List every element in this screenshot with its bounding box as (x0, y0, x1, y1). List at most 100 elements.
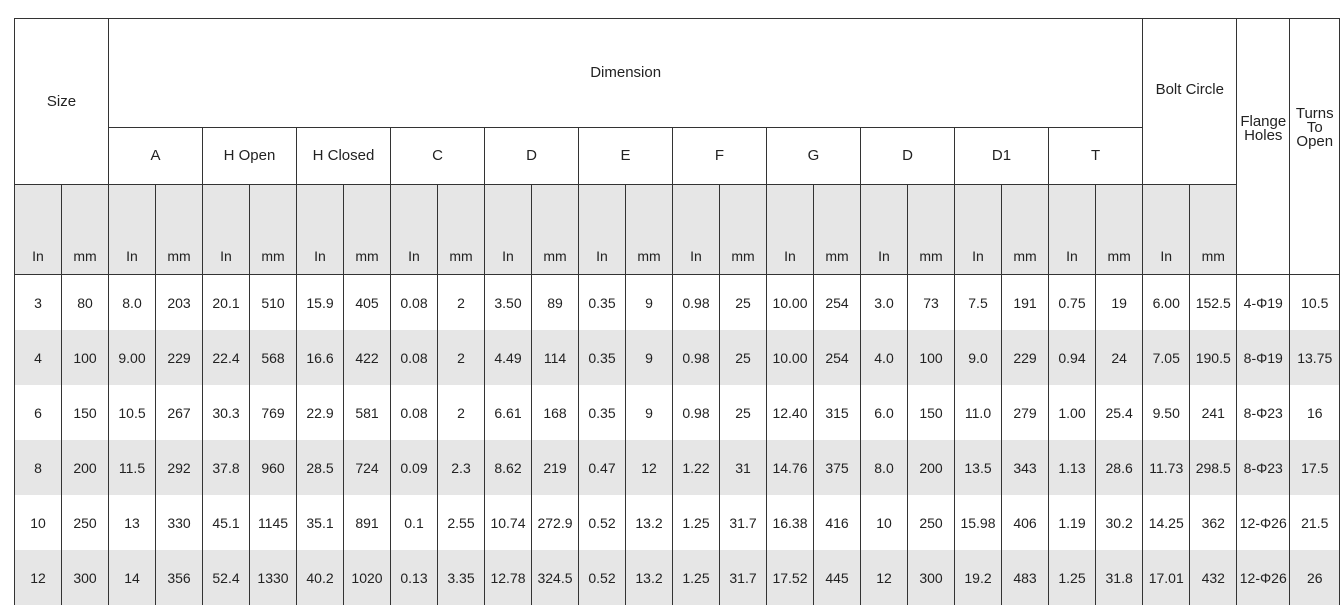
cell: 1.22 (672, 440, 720, 495)
cell: 114 (531, 330, 579, 385)
table-row: 3 80 8.0 203 20.1 510 15.9 405 0.08 2 3.50 89 0.35 9 0… (14, 274, 1341, 330)
cell: 12.40 (766, 385, 814, 440)
cell: 14.76 (766, 440, 814, 495)
flange-holes-header: Flange Holes (1236, 18, 1291, 275)
cell: 1.25 (672, 550, 720, 605)
cell: 8.62 (484, 440, 532, 495)
cell: 1.00 (1048, 385, 1096, 440)
cell: 7.05 (1142, 330, 1191, 385)
cell: 2 (437, 330, 485, 385)
cell: 3 (14, 274, 62, 330)
unit-in: In (14, 184, 62, 275)
cell: 20.1 (202, 274, 250, 330)
cell: 2.3 (437, 440, 485, 495)
cell: 330 (155, 495, 203, 550)
cell: 80 (61, 274, 109, 330)
cell: 432 (1189, 550, 1238, 605)
dim-header: H Open (202, 126, 297, 186)
cell: 0.13 (390, 550, 438, 605)
table-row: 8 200 11.5 292 37.8 960 28.5 724 0.09 2.3 8.62 219 0… (14, 440, 1341, 495)
cell: 10.00 (766, 274, 814, 330)
dim-header: D (860, 126, 955, 186)
size-header: Size (14, 18, 109, 185)
cell: 25 (719, 274, 767, 330)
unit-mm: mm (155, 184, 203, 275)
cell: 483 (1001, 550, 1049, 605)
cell: 6.0 (860, 385, 908, 440)
cell: 8-Φ23 (1236, 385, 1291, 440)
cell: 267 (155, 385, 203, 440)
cell: 12-Φ26 (1236, 550, 1291, 605)
bolt-circle-header: Bolt Circle (1142, 18, 1238, 185)
cell: 10.00 (766, 330, 814, 385)
cell: 510 (249, 274, 297, 330)
cell: 31.7 (719, 550, 767, 605)
cell: 200 (907, 440, 955, 495)
cell: 200 (61, 440, 109, 495)
cell: 229 (155, 330, 203, 385)
unit-in: In (1142, 184, 1191, 275)
cell: 12-Φ26 (1236, 495, 1291, 550)
cell: 0.94 (1048, 330, 1096, 385)
cell: 1.25 (672, 495, 720, 550)
cell: 11.73 (1142, 440, 1191, 495)
cell: 22.9 (296, 385, 344, 440)
dim-header: G (766, 126, 861, 186)
cell: 25 (719, 385, 767, 440)
cell: 250 (61, 495, 109, 550)
cell: 416 (813, 495, 861, 550)
cell: 4 (14, 330, 62, 385)
cell: 12 (625, 440, 673, 495)
cell: 12 (860, 550, 908, 605)
cell: 300 (907, 550, 955, 605)
table-row: 6 150 10.5 267 30.3 769 22.9 581 0.08 2 6.61 168 0.3… (14, 385, 1341, 440)
dim-header: A (108, 126, 203, 186)
cell: 13.2 (625, 550, 673, 605)
cell: 12.78 (484, 550, 532, 605)
cell: 4.0 (860, 330, 908, 385)
cell: 960 (249, 440, 297, 495)
cell: 229 (1001, 330, 1049, 385)
cell: 0.98 (672, 274, 720, 330)
cell: 8.0 (860, 440, 908, 495)
cell: 891 (343, 495, 391, 550)
unit-in: In (390, 184, 438, 275)
cell: 16.38 (766, 495, 814, 550)
dimension-header: Dimension (107, 18, 1144, 128)
cell: 0.09 (390, 440, 438, 495)
page: Size Dimension Bolt Circle Flange Holes … (14, 18, 1341, 605)
unit-mm: mm (249, 184, 297, 275)
cell: 17.5 (1289, 440, 1341, 495)
unit-in: In (860, 184, 908, 275)
cell: 73 (907, 274, 955, 330)
cell: 279 (1001, 385, 1049, 440)
cell: 191 (1001, 274, 1049, 330)
cell: 9.50 (1142, 385, 1191, 440)
unit-in: In (766, 184, 814, 275)
cell: 45.1 (202, 495, 250, 550)
cell: 37.8 (202, 440, 250, 495)
cell: 13.2 (625, 495, 673, 550)
cell: 3.35 (437, 550, 485, 605)
cell: 13.75 (1289, 330, 1341, 385)
cell: 375 (813, 440, 861, 495)
cell: 6 (14, 385, 62, 440)
unit-in: In (578, 184, 626, 275)
cell: 2 (437, 385, 485, 440)
cell: 406 (1001, 495, 1049, 550)
dim-header: E (578, 126, 673, 186)
cell: 300 (61, 550, 109, 605)
cell: 11.0 (954, 385, 1002, 440)
cell: 4-Φ19 (1236, 274, 1291, 330)
cell: 272.9 (531, 495, 579, 550)
cell: 0.98 (672, 385, 720, 440)
cell: 25.4 (1094, 385, 1144, 440)
cell: 405 (343, 274, 391, 330)
cell: 1.19 (1048, 495, 1096, 550)
unit-mm: mm (625, 184, 673, 275)
unit-mm: mm (813, 184, 861, 275)
cell: 724 (343, 440, 391, 495)
table-row: 4 100 9.00 229 22.4 568 16.6 422 0.08 2 4.49 114 0.3… (14, 330, 1341, 385)
cell: 6.61 (484, 385, 532, 440)
cell: 168 (531, 385, 579, 440)
